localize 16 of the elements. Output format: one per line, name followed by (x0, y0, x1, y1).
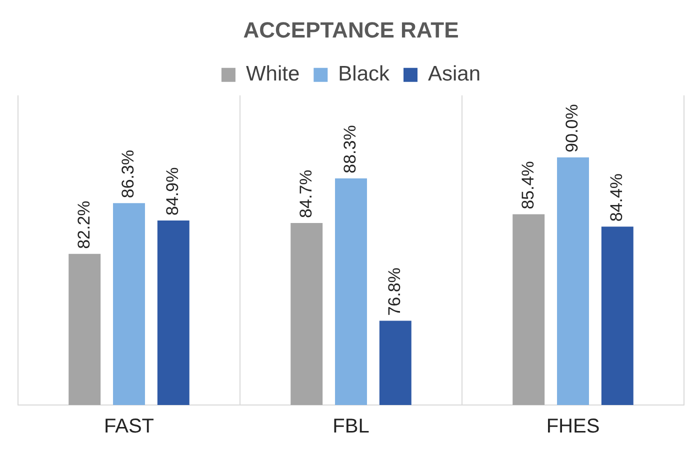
x-tick-label: FBL (332, 416, 370, 438)
legend-label: Black (338, 62, 390, 86)
data-label: 82.2% (74, 200, 94, 249)
legend-label: Asian (428, 62, 481, 86)
x-tick-label: FAST (104, 416, 154, 438)
data-label: 85.4% (518, 161, 538, 210)
x-tick-label: FHES (546, 416, 600, 438)
data-label: 90.0% (562, 104, 582, 152)
data-label: 84.4% (607, 173, 626, 222)
data-label: 76.8% (385, 268, 404, 316)
legend-label: White (246, 62, 300, 86)
data-label: 86.3% (118, 150, 138, 198)
data-label: 88.3% (340, 125, 360, 174)
data-label: 84.9% (163, 167, 182, 216)
chart-title: ACCEPTANCE RATE (243, 17, 459, 42)
data-label: 84.7% (296, 170, 316, 218)
